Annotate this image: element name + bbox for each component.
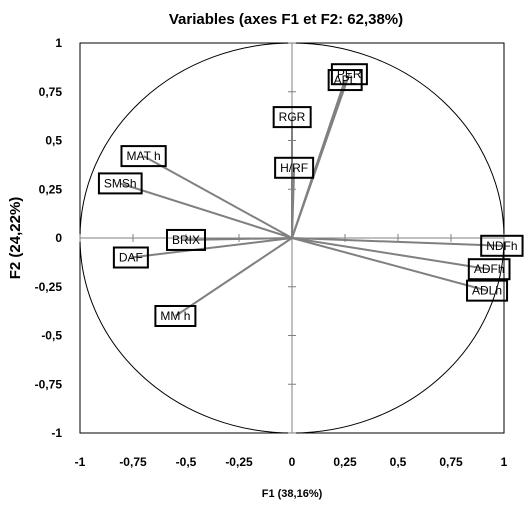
y-tick-label: -1 bbox=[51, 426, 62, 440]
x-tick-label: -0,5 bbox=[176, 455, 197, 469]
y-tick-label: -0,5 bbox=[41, 329, 62, 343]
y-tick-label: -0,75 bbox=[35, 377, 63, 391]
label-text-apl: APL bbox=[334, 73, 357, 87]
label-box-ndfh bbox=[480, 234, 524, 257]
x-axis-label: F1 (38,16%) bbox=[262, 488, 323, 500]
label-box-adfh bbox=[467, 258, 511, 281]
vector-smsh bbox=[119, 182, 293, 239]
label-box-rgr bbox=[272, 106, 312, 129]
label-smsh: SMSh bbox=[97, 172, 143, 195]
label-text-daf: DAF bbox=[119, 251, 143, 265]
label-box-mat-h bbox=[120, 145, 167, 168]
y-tick-label: -0,25 bbox=[35, 280, 63, 294]
vector-adfh bbox=[291, 237, 490, 271]
vector-adlh bbox=[291, 237, 488, 292]
label-box-apl bbox=[327, 69, 363, 92]
label-text-adfh: ADFh bbox=[474, 262, 505, 276]
label-adlh: ADLh bbox=[466, 279, 509, 302]
y-tick-labels: 1 0,75 0,5 0,25 0 -0,25 -0,5 -0,75 -1 bbox=[35, 36, 296, 440]
vector-mm-h bbox=[174, 237, 293, 317]
vector-h-rf bbox=[291, 167, 296, 239]
x-tick-label: 0,75 bbox=[439, 455, 463, 469]
label-mat-h: MAT h bbox=[120, 145, 167, 168]
label-ndfh: NDFh bbox=[480, 234, 524, 257]
x-tick-label: -0,75 bbox=[119, 455, 147, 469]
y-tick-label: 0 bbox=[55, 231, 62, 245]
label-box-h-rf bbox=[274, 156, 315, 179]
x-tick-label: 1 bbox=[501, 455, 508, 469]
label-box-smsh bbox=[97, 172, 143, 195]
label-box-per bbox=[330, 63, 368, 86]
vector-daf bbox=[130, 237, 293, 259]
y-tick-label: 0,5 bbox=[45, 134, 62, 148]
label-text-h-rf: H/RF bbox=[280, 161, 308, 175]
label-apl: APL bbox=[327, 69, 363, 92]
chart-title: Variables (axes F1 et F2: 62,38%) bbox=[169, 11, 403, 28]
label-text-ndfh: NDFh bbox=[486, 239, 517, 253]
label-adfh: ADFh bbox=[467, 258, 511, 281]
label-brix: BRIX bbox=[165, 228, 207, 251]
vector-brix bbox=[185, 237, 293, 241]
label-text-mm-h: MM h bbox=[160, 309, 190, 323]
label-text-brix: BRIX bbox=[172, 233, 200, 247]
x-tick-label: -0,25 bbox=[225, 455, 253, 469]
x-tick-label: 0,5 bbox=[390, 455, 407, 469]
x-tick-label: -1 bbox=[75, 455, 86, 469]
x-tick-label: 0 bbox=[289, 455, 296, 469]
x-tick-labels: -1 -0,75 -0,5 -0,25 0 0,25 0,5 0,75 1 bbox=[75, 234, 508, 469]
label-daf: DAF bbox=[112, 246, 149, 269]
label-box-mm-h bbox=[154, 305, 197, 327]
y-tick-label: 0,75 bbox=[39, 85, 63, 99]
variable-vectors bbox=[119, 73, 502, 317]
label-text-rgr: RGR bbox=[279, 110, 306, 124]
label-text-adlh: ADLh bbox=[472, 284, 502, 298]
y-tick-label: 0,25 bbox=[39, 182, 63, 196]
label-rgr: RGR bbox=[272, 106, 312, 129]
label-mm-h: MM h bbox=[154, 305, 197, 327]
label-box-daf bbox=[112, 246, 149, 269]
label-text-smsh: SMSh bbox=[104, 176, 137, 190]
vector-mat-h bbox=[143, 155, 293, 239]
y-axis-label: F2 (24,22%) bbox=[7, 197, 24, 280]
label-text-mat-h: MAT h bbox=[126, 149, 160, 163]
x-tick-label: 0,25 bbox=[333, 455, 357, 469]
label-h-rf: H/RF bbox=[274, 156, 315, 179]
vector-apl bbox=[291, 79, 346, 239]
vector-ndfh bbox=[291, 237, 502, 247]
label-box-adlh bbox=[466, 279, 509, 302]
y-tick-label: 1 bbox=[55, 36, 62, 50]
label-box-brix bbox=[165, 228, 207, 251]
